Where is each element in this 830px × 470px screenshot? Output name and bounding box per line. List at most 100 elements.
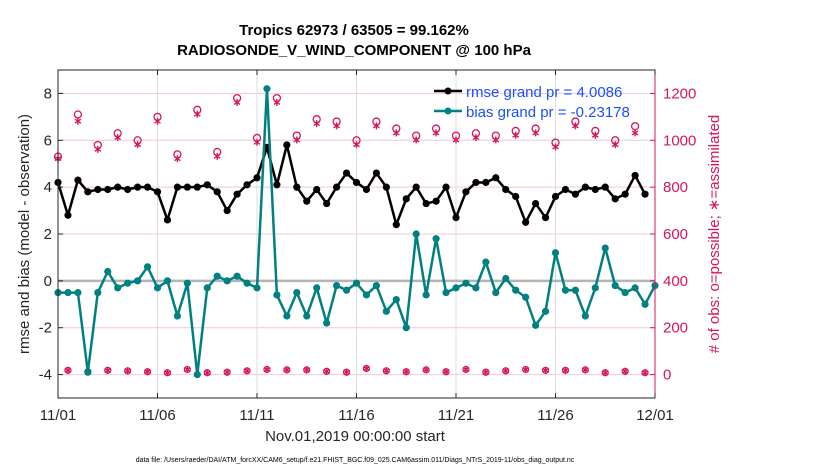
legend-bias-marker	[444, 107, 452, 115]
chart-title-line2: RADIOSONDE_V_WIND_COMPONENT @ 100 hPa	[177, 42, 532, 59]
obs-assimilated-marker	[233, 98, 241, 106]
rmse-point	[581, 183, 589, 191]
rmse-point	[571, 190, 580, 198]
bias-point	[253, 284, 261, 292]
bias-point	[203, 284, 211, 292]
obs-low-assimilated-marker	[164, 369, 171, 377]
rmse-point	[472, 178, 480, 187]
bias-point	[412, 230, 420, 238]
obs-assimilated-marker	[114, 134, 122, 142]
rmse-point	[64, 211, 72, 219]
bias-point	[522, 293, 530, 301]
rmse-point	[104, 185, 112, 194]
rmse-point	[442, 183, 450, 191]
right-y-tick-label: 200	[663, 320, 688, 337]
right-y-tick-label: 800	[663, 179, 688, 196]
y-ticks: -4 -2 0 2 4 6 8	[39, 85, 63, 384]
bias-point	[333, 281, 341, 290]
obs-low-assimilated-marker	[442, 368, 450, 376]
obs-low-assimilated-marker	[104, 366, 112, 374]
bias-point	[452, 284, 460, 292]
x-tick-label: 11/11	[239, 407, 274, 424]
rmse-point	[94, 185, 102, 194]
rmse-point	[243, 181, 251, 189]
right-y-tick-label: 600	[663, 226, 688, 243]
obs-low-assimilated-marker	[601, 369, 609, 377]
bias-point	[273, 291, 281, 299]
bias-point	[551, 249, 560, 257]
bias-point	[422, 291, 430, 299]
rmse-point	[611, 195, 619, 203]
rmse-point	[233, 190, 241, 198]
obs-assimilated-marker	[253, 138, 261, 146]
bias-point	[243, 279, 251, 287]
bias-point	[611, 281, 619, 290]
obs-assimilated-marker	[591, 131, 599, 139]
obs-low-assimilated-marker	[581, 366, 589, 374]
bias-point	[163, 277, 172, 285]
x-tick-label: 12/01	[636, 407, 674, 424]
rmse-point	[313, 185, 321, 194]
series-layer	[53, 85, 659, 379]
rmse-point	[482, 178, 490, 187]
rmse-point	[134, 183, 142, 191]
bias-point	[303, 312, 311, 320]
legend-rmse-marker	[444, 87, 452, 95]
x-ticks: 11/01 11/06 11/11 11/16 11/21 11/26 12/01	[40, 70, 674, 424]
obs-possible-marker	[630, 122, 640, 131]
rmse-point	[213, 188, 221, 196]
bias-point	[621, 288, 629, 297]
rmse-point	[621, 190, 629, 198]
obs-low-assimilated-marker	[382, 367, 390, 375]
obs-assimilated-marker	[412, 136, 420, 144]
obs-assimilated-marker	[611, 141, 619, 149]
bias-point	[571, 286, 580, 294]
bias-point	[94, 288, 102, 297]
rmse-point	[283, 141, 291, 149]
rmse-point	[333, 183, 341, 191]
bias-point	[432, 235, 440, 243]
bias-point	[382, 307, 390, 315]
bias-point	[293, 288, 301, 297]
bias-point	[193, 370, 201, 379]
obs-assimilated-marker	[74, 117, 82, 125]
data-file-footer: data file: /Users/raeder/DAI/ATM_forcXX/…	[136, 457, 575, 464]
bias-point	[342, 286, 351, 294]
obs-low-assimilated-marker	[144, 368, 151, 376]
obs-assimilated-marker	[532, 129, 539, 137]
rmse-point	[551, 192, 560, 201]
obs-low-assimilated-marker	[422, 366, 430, 374]
rmse-point	[153, 188, 162, 196]
rmse-point	[203, 181, 211, 189]
y-tick-label: 0	[44, 273, 52, 290]
bias-point	[442, 288, 450, 297]
rmse-point	[163, 216, 172, 224]
rmse-point	[114, 183, 122, 191]
rmse-point	[641, 190, 649, 198]
obs-assimilated-marker	[273, 98, 281, 106]
right-y-tick-label: 400	[663, 273, 688, 290]
rmse-point	[392, 221, 400, 229]
bias-point	[124, 279, 132, 287]
obs-low-assimilated-marker	[64, 366, 72, 374]
bias-point	[183, 279, 191, 287]
obs-low-assimilated-marker	[343, 368, 350, 376]
x-tick-label: 11/06	[139, 407, 175, 424]
bias-point	[362, 291, 371, 299]
rmse-point	[382, 183, 390, 191]
legend-bias-label: bias grand pr = -0.23178	[466, 104, 630, 121]
bias-point	[84, 368, 92, 376]
bias-point	[561, 286, 570, 294]
rmse-point	[323, 199, 331, 208]
bias-point	[462, 279, 470, 287]
obs-low-assimilated-marker	[402, 368, 410, 376]
obs-low-assimilated-marker	[502, 367, 510, 375]
bias-point	[323, 319, 331, 327]
obs-assimilated-marker	[313, 120, 321, 128]
bias-point	[114, 284, 122, 292]
obs-assimilated-marker	[333, 122, 340, 130]
rmse-point	[541, 214, 550, 222]
rmse-point	[372, 169, 380, 177]
rmse-point	[84, 188, 92, 196]
